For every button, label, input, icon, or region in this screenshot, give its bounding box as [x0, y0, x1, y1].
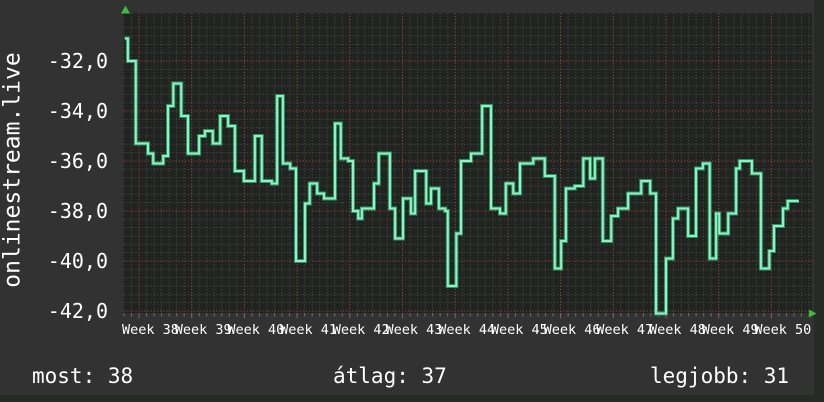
x-axis-week-label: Week 46: [543, 322, 601, 338]
y-axis-tick-label: -40,0: [47, 249, 108, 273]
x-axis-right-arrow-icon: [809, 309, 817, 318]
stat-best: legjobb: 31: [650, 364, 790, 388]
series-line: [124, 37, 799, 315]
site-watermark-label: onlinestream.live: [0, 52, 26, 288]
chart-canvas: [121, 5, 817, 319]
rrd-graph: onlinestream.live -32,0 -34,0 -36,0 -38,0 -4…: [0, 0, 817, 395]
y-axis-tick-label: -36,0: [47, 149, 108, 173]
y-axis-up-arrow-icon: [121, 5, 130, 14]
x-axis-week-label: Week 39: [174, 322, 232, 338]
x-axis-week-label: Week 41: [280, 322, 337, 338]
x-axis-week-label: Week 42: [332, 322, 390, 338]
stat-average: átlag: 37: [333, 364, 447, 388]
y-axis-tick-label: -42,0: [47, 299, 108, 323]
x-axis-week-label: Week 45: [490, 322, 548, 338]
stat-current: most: 38: [32, 364, 134, 388]
x-axis-week-label: Week 50: [754, 322, 812, 338]
x-axis-week-label: Week 40: [227, 322, 285, 338]
x-axis-week-label: Week 47: [596, 322, 654, 338]
y-axis-tick-label: -34,0: [47, 99, 108, 123]
y-axis-tick-label: -38,0: [47, 199, 108, 223]
x-axis-week-label: Week 43: [385, 322, 443, 338]
x-axis-week-label: Week 38: [122, 322, 179, 338]
x-axis-week-label: Week 44: [438, 322, 496, 338]
x-axis-week-label: Week 48: [649, 322, 706, 338]
x-axis-week-label: Week 49: [701, 322, 759, 338]
y-axis-tick-label: -32,0: [47, 49, 108, 73]
chart-plot-area: [121, 5, 817, 319]
